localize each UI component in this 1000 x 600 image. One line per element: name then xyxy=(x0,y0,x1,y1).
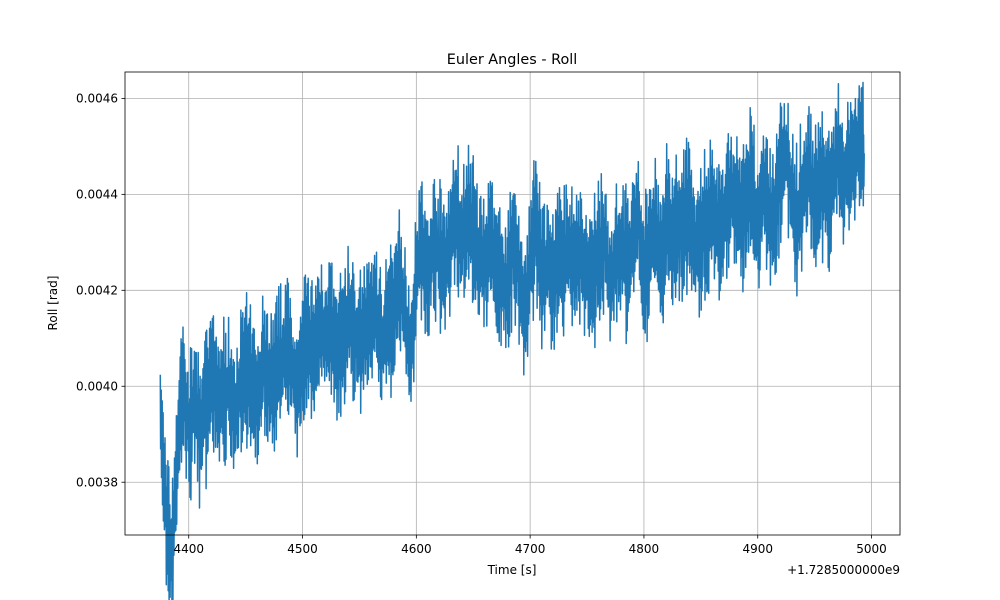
x-tick-label: 4500 xyxy=(287,542,318,556)
x-tick-label: 4800 xyxy=(629,542,660,556)
tick-layer: 4400 4500 4600 4700 4800 4900 5000 0.0038 0.0040… xyxy=(76,92,887,556)
x-tick-label: 4700 xyxy=(515,542,546,556)
y-tick-label: 0.0038 xyxy=(76,476,118,490)
y-tick-label: 0.0040 xyxy=(76,380,118,394)
x-offset-label: +1.7285000000e9 xyxy=(787,563,900,577)
series-layer xyxy=(159,81,865,600)
y-axis-label: Roll [rad] xyxy=(46,276,60,331)
x-tick-label: 4400 xyxy=(173,542,204,556)
y-tick-label: 0.0044 xyxy=(76,188,118,202)
roll-series-line xyxy=(159,81,865,600)
y-tick-label: 0.0042 xyxy=(76,284,118,298)
x-tick-label: 4600 xyxy=(401,542,432,556)
x-tick-label: 4900 xyxy=(742,542,773,556)
x-tick-label: 5000 xyxy=(856,542,887,556)
y-tick-label: 0.0046 xyxy=(76,92,118,106)
chart-title: Euler Angles - Roll xyxy=(447,52,578,68)
plot-frame xyxy=(124,71,901,536)
x-axis-label: Time [s] xyxy=(487,563,537,577)
